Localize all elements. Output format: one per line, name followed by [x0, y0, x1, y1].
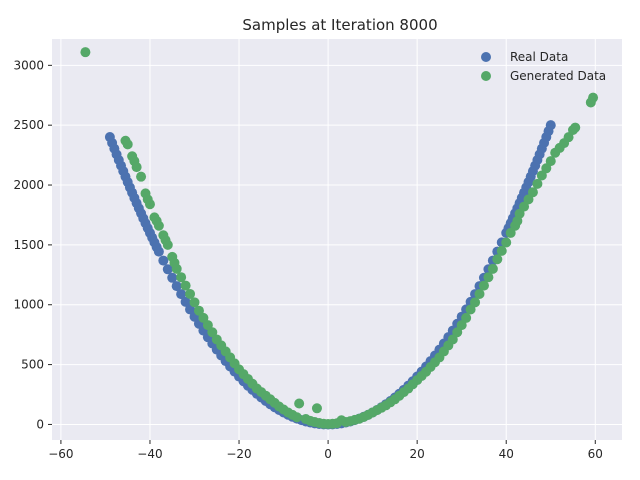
data-point [478, 280, 489, 291]
data-point [171, 263, 182, 274]
data-point [189, 297, 200, 308]
data-point [131, 162, 142, 173]
data-point [461, 312, 472, 323]
data-point [162, 264, 173, 275]
data-point [588, 92, 599, 103]
data-point [80, 47, 91, 58]
data-point [180, 280, 191, 291]
data-point [311, 403, 322, 414]
data-point [452, 327, 463, 338]
data-point [171, 281, 182, 292]
y-tick-label: 500 [21, 358, 44, 372]
data-point [144, 199, 155, 210]
data-point [122, 139, 133, 150]
legend-label: Real Data [510, 50, 568, 64]
data-point [501, 237, 512, 248]
x-tick-label: 20 [410, 447, 425, 461]
data-point [465, 304, 476, 315]
data-point [153, 246, 164, 257]
y-tick-label: 1500 [13, 238, 44, 252]
data-point [158, 255, 169, 266]
data-point [505, 227, 516, 238]
x-tick-label: 60 [588, 447, 603, 461]
data-point [545, 120, 556, 131]
y-tick-label: 3000 [13, 58, 44, 72]
data-point [456, 320, 467, 331]
chart-title: Samples at Iteration 8000 [242, 16, 437, 34]
data-point [447, 334, 458, 345]
x-tick-label: −60 [48, 447, 73, 461]
data-series [80, 47, 599, 430]
legend-marker [481, 52, 491, 62]
x-tick-label: 40 [499, 447, 514, 461]
legend-label: Generated Data [510, 69, 606, 83]
plot-area [52, 39, 622, 440]
data-point [185, 288, 196, 299]
data-point [291, 412, 302, 423]
data-point [570, 122, 581, 133]
data-point [496, 245, 507, 256]
data-point [487, 263, 498, 274]
legend: Real Data Generated Data [481, 50, 606, 83]
data-point [294, 398, 305, 409]
x-tick-label: −20 [226, 447, 251, 461]
data-point [483, 272, 494, 283]
x-tick-label: 0 [324, 447, 332, 461]
data-point [202, 320, 213, 331]
y-tick-label: 2500 [13, 118, 44, 132]
data-point [514, 208, 525, 219]
data-point [519, 201, 530, 212]
y-tick-label: 1000 [13, 298, 44, 312]
y-tick-label: 2000 [13, 178, 44, 192]
data-point [536, 170, 547, 181]
y-tick-label: 0 [36, 417, 44, 431]
data-point [527, 187, 538, 198]
x-tick-label: −40 [137, 447, 162, 461]
data-point [193, 305, 204, 316]
data-point [167, 272, 178, 283]
series-1 [80, 47, 599, 429]
grid-lines [52, 39, 622, 440]
data-point [563, 132, 574, 143]
data-point [545, 156, 556, 167]
data-point [136, 171, 147, 182]
data-point [474, 288, 485, 299]
data-point [153, 220, 164, 231]
legend-marker [481, 71, 491, 81]
axis-tick-labels: −60 −40 −20 0 20 40 60 0 500 1000 1500 2000 2500 3000 [13, 58, 602, 461]
data-point [180, 296, 191, 307]
data-point [207, 327, 218, 338]
data-point [198, 312, 209, 323]
data-point [470, 297, 481, 308]
data-point [532, 178, 543, 189]
data-point [541, 163, 552, 174]
data-point [492, 254, 503, 265]
data-point [176, 272, 187, 283]
data-point [162, 239, 173, 250]
data-point [523, 194, 534, 205]
data-point [176, 289, 187, 300]
